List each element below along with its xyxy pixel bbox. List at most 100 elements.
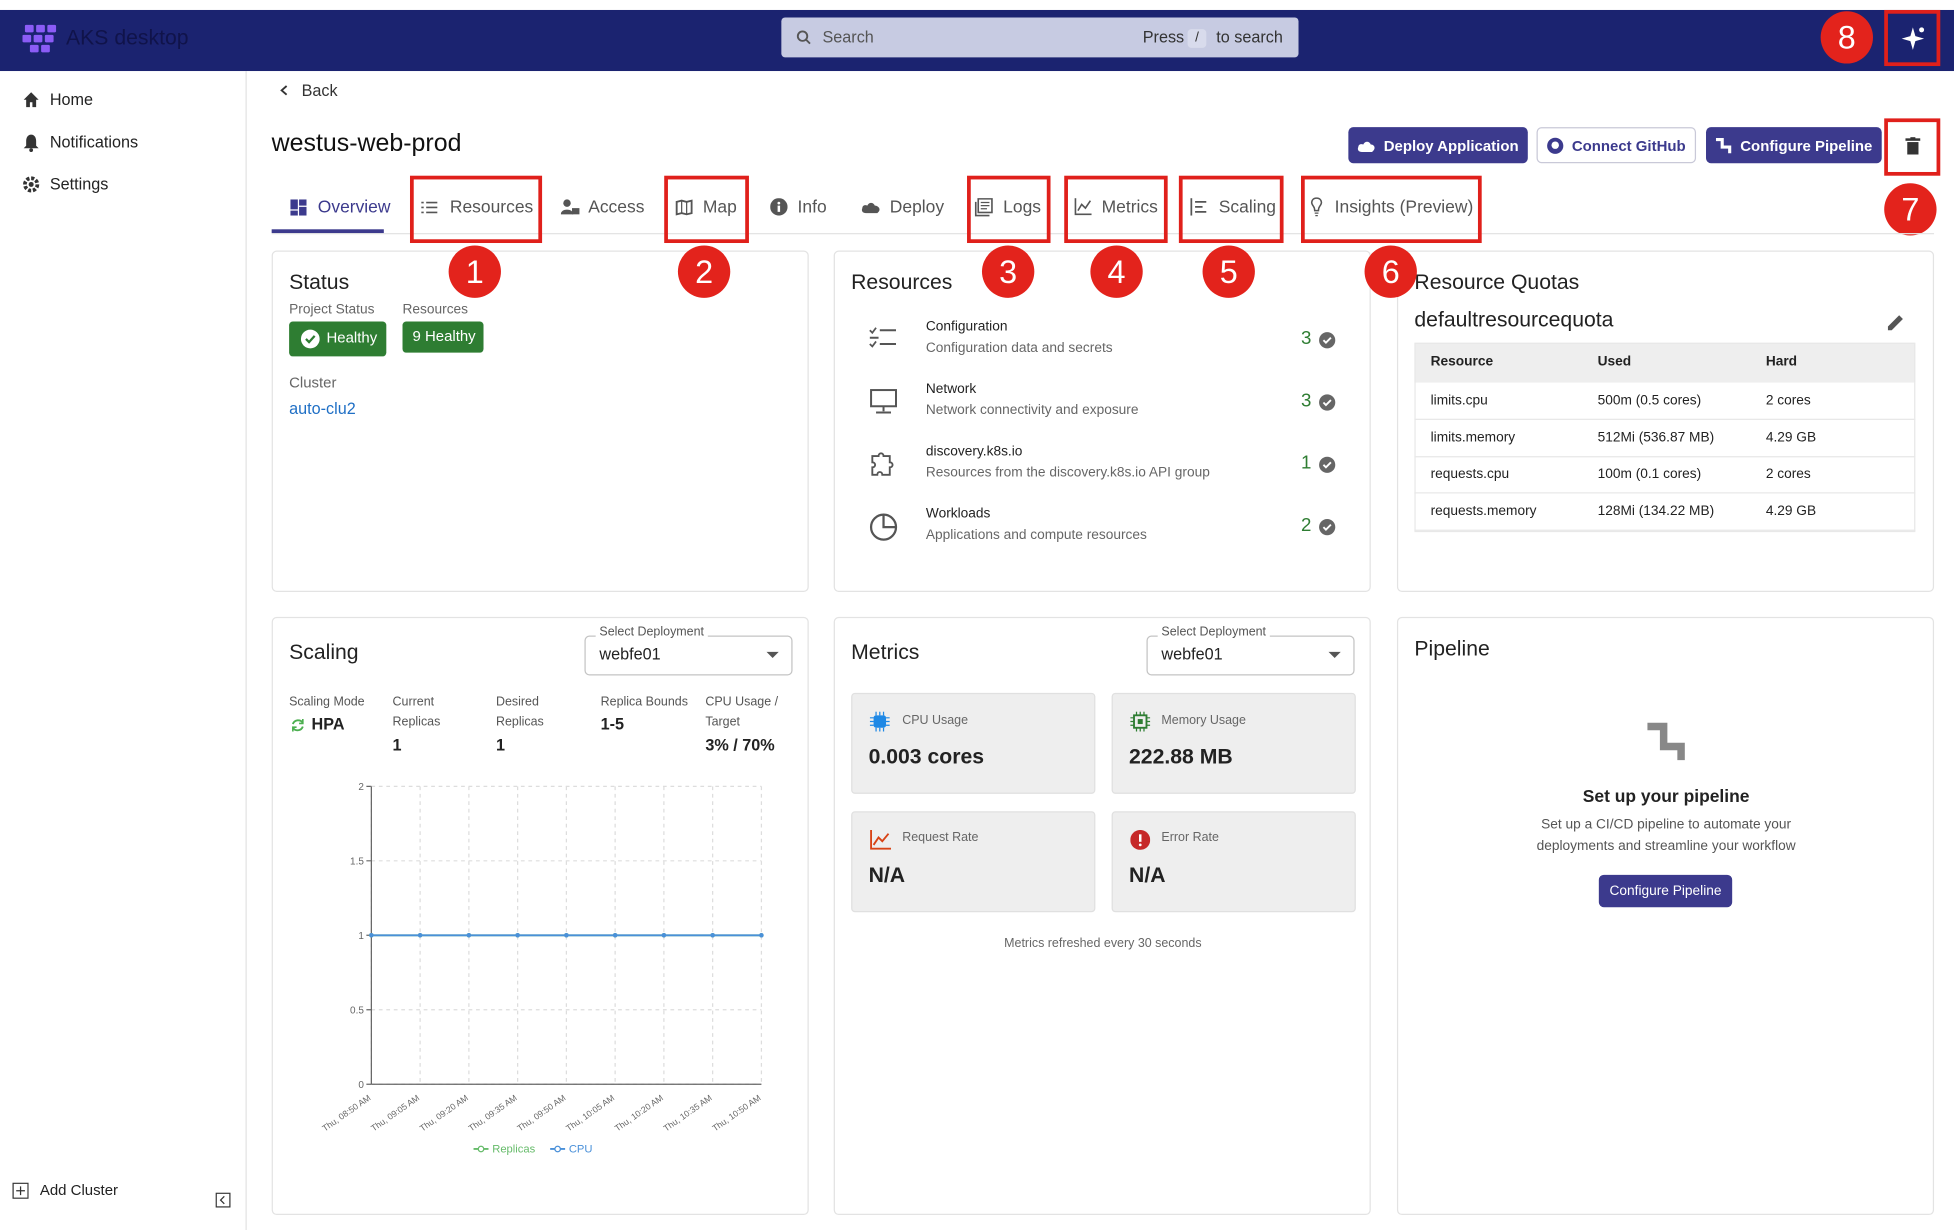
home-icon [23,92,39,108]
metric-label: Error Rate [1161,831,1219,845]
status-card [271,250,809,592]
tab[interactable]: Insights (Preview) [1334,196,1474,217]
point [369,933,374,938]
tab[interactable]: Overview [317,196,391,217]
tab-icon [770,198,788,216]
config-icon [869,327,896,348]
x-tick-label: Thu, 10:35 AM [662,1093,714,1134]
nav-item[interactable]: Settings [49,174,109,194]
metric-tile [1111,692,1356,794]
cloud-icon [1358,141,1376,152]
tab-icon [1190,198,1207,216]
search-box[interactable] [781,17,1299,58]
tab[interactable]: Scaling [1218,196,1276,217]
resource-description: Applications and compute resources [925,527,1147,543]
table-cell: limits.cpu [1430,393,1488,409]
tab-divider [271,233,1935,235]
tab[interactable]: Access [588,196,645,217]
sidebar [0,71,247,1230]
table-cell: 4.29 GB [1765,504,1817,520]
resource-count: 2 [1301,514,1312,536]
annotation-box [967,175,1051,244]
point [417,933,423,938]
quota-table [1414,342,1916,533]
table-cell: limits.memory [1430,430,1516,446]
brand-logo [22,24,57,53]
github-button[interactable]: Connect GitHub [1536,127,1697,164]
column-header: Hard [1765,354,1798,370]
tab-icon [1074,198,1092,216]
resource-description: Configuration data and secrets [925,340,1113,356]
edit-icon[interactable] [1887,313,1906,332]
resource-name: Network [925,381,977,397]
select-value: webfe01 [599,644,661,664]
delete-icon[interactable] [1905,137,1921,155]
field-value: 1 [392,735,402,755]
search-icon [796,30,811,45]
pipeline-button[interactable]: Configure Pipeline [1706,127,1882,164]
check-icon [1319,519,1336,536]
legend-swatch [554,1145,562,1153]
table-cell: requests.memory [1430,504,1537,520]
bell-icon [23,134,39,153]
collapse-icon[interactable] [215,1192,231,1208]
quota-name: defaultresourcequota [1414,307,1614,332]
card-title: Status [289,270,350,294]
extension-icon [871,452,894,476]
deploy-button[interactable]: Deploy Application [1348,127,1528,164]
metric-value: 0.003 cores [868,744,985,769]
table-cell: 2 cores [1765,393,1811,409]
annotation-number: 6 [1364,245,1417,298]
metric-value: 222.88 MB [1129,744,1233,769]
table-cell: 2 cores [1765,467,1811,483]
table-cell: requests.cpu [1430,467,1510,483]
x-tick-label: Thu, 09:50 AM [515,1093,567,1134]
check-icon [1319,332,1336,349]
metric-label: CPU Usage [902,714,969,728]
resource-name: discovery.k8s.io [925,444,1023,460]
card-title: Resource Quotas [1414,270,1580,294]
tab[interactable]: Map [702,196,737,217]
configure-pipeline-button[interactable]: Configure Pipeline [1598,874,1733,908]
resource-name: Configuration [925,319,1008,335]
back-link[interactable]: Back [301,81,338,100]
card-title: Resources [851,270,953,294]
y-tick-label: 1.5 [350,857,364,868]
resource-count: 3 [1301,327,1312,349]
field-label: CPU Usage / Target [705,695,779,730]
field-label: Cluster [289,373,337,392]
tab-icon [861,202,880,214]
network-icon [870,389,897,414]
annotation-number: 3 [981,245,1035,298]
tab[interactable]: Info [797,196,827,217]
field-label: Replica Bounds [600,695,688,710]
check-icon [1319,394,1336,411]
cluster-link[interactable]: auto-clu2 [289,399,356,418]
annotation-number: 2 [677,245,731,298]
resource-count: 3 [1301,390,1312,412]
check-icon [300,329,320,349]
hpa-icon [291,719,304,732]
metric-tile [851,692,1096,794]
nav-item[interactable]: Home [49,89,94,109]
pipeline-icon [1716,137,1732,153]
table-cell: 4.29 GB [1765,430,1817,446]
error-icon [1130,829,1151,850]
tab[interactable]: Deploy [889,196,945,217]
ai-assistant-icon[interactable] [1899,25,1926,52]
column-header: Used [1597,354,1632,370]
add-cluster[interactable]: Add Cluster [39,1181,119,1199]
tab-icon [560,199,580,215]
tab[interactable]: Logs [1003,196,1041,217]
x-tick-label: Thu, 10:05 AM [564,1093,616,1134]
metric-label: Request Rate [902,831,979,845]
select-value: webfe01 [1161,644,1223,664]
card-title: Scaling [289,640,359,664]
x-tick-label: Thu, 10:20 AM [613,1093,665,1134]
tab[interactable]: Resources [449,196,534,217]
resource-description: Network connectivity and exposure [925,403,1139,418]
metric-value: N/A [868,863,906,888]
memory-icon [1130,711,1151,732]
tab[interactable]: Metrics [1101,196,1158,217]
nav-item[interactable]: Notifications [49,132,139,152]
